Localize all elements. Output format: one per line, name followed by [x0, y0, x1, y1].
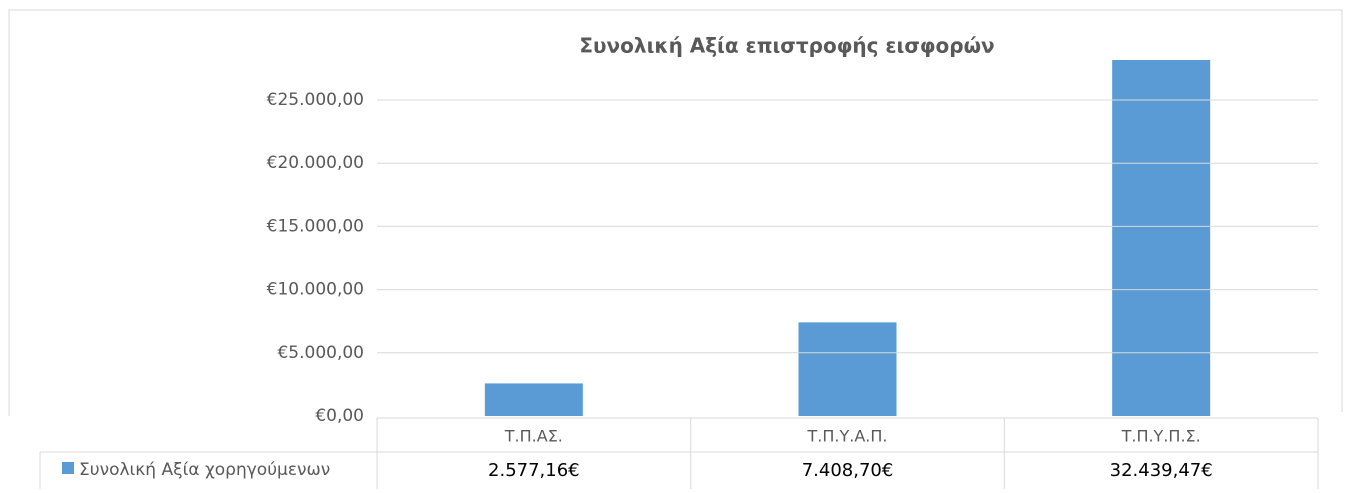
y-tick-label: €10.000,00: [267, 280, 364, 300]
y-tick-label: €25.000,00: [267, 90, 364, 110]
y-tick-label: €5.000,00: [277, 343, 364, 363]
y-tick-label: €0,00: [315, 406, 364, 426]
y-tick-label: €20.000,00: [267, 153, 364, 173]
chart-title: Συνολική Αξία επιστροφής εισφορών: [579, 34, 994, 58]
bar: [798, 322, 897, 416]
x-tick-label: Τ.Π.Υ.Α.Π.: [807, 427, 888, 446]
y-tick-label: €15.000,00: [267, 216, 364, 236]
table-value: 7.408,70€: [802, 460, 894, 481]
x-tick-label: Τ.Π.ΑΣ.: [504, 427, 563, 446]
legend-swatch: [62, 462, 74, 474]
table-value: 32.439,47€: [1110, 460, 1213, 481]
legend-label: Συνολική Αξία χορηγούμενων: [79, 460, 330, 480]
chart-border: [8, 9, 1343, 416]
x-tick-label: Τ.Π.Υ.Π.Σ.: [1121, 427, 1201, 446]
bar: [484, 383, 583, 416]
table-value: 2.577,16€: [488, 460, 580, 481]
bar: [1112, 60, 1211, 417]
plot-area: [484, 60, 1211, 417]
